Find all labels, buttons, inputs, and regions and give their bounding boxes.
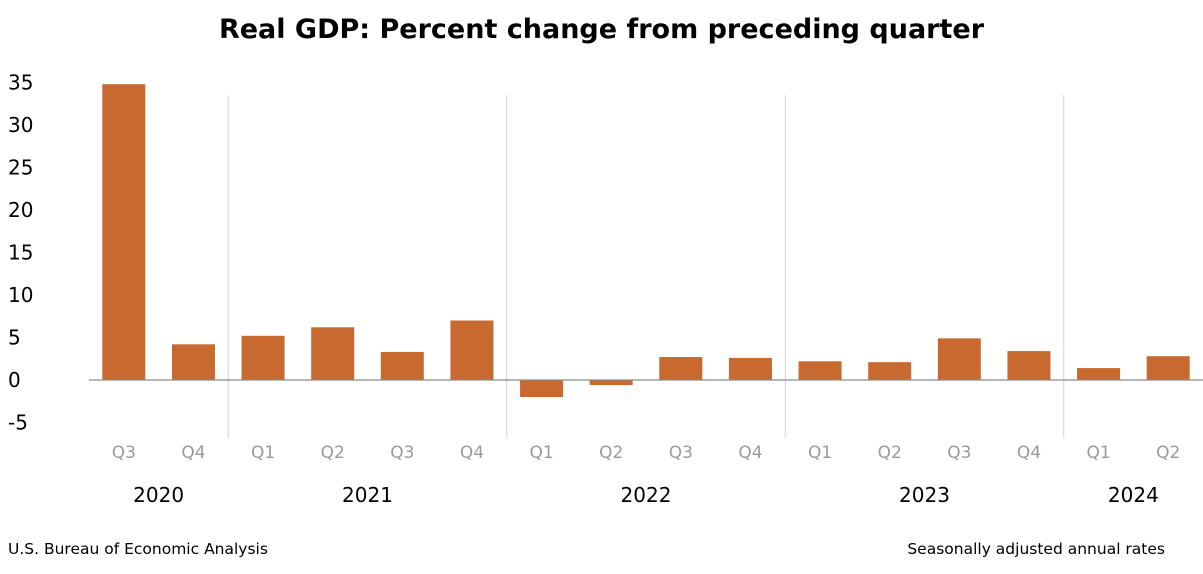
bar xyxy=(659,357,703,380)
x-tick-label: Q4 xyxy=(181,443,205,463)
x-tick-label: Q2 xyxy=(878,443,902,463)
x-tick-label: Q2 xyxy=(321,443,345,463)
year-label: 2024 xyxy=(1108,483,1159,507)
x-tick-label: Q1 xyxy=(1086,443,1110,463)
seasonal-adjustment-note: Seasonally adjusted annual rates xyxy=(907,540,1165,558)
year-label: 2023 xyxy=(899,483,950,507)
year-label: 2020 xyxy=(133,483,184,507)
year-label: 2021 xyxy=(342,483,393,507)
bar xyxy=(728,357,772,380)
y-tick-label: 0 xyxy=(8,368,21,392)
x-tick-label: Q2 xyxy=(1156,443,1180,463)
x-tick-label: Q4 xyxy=(460,443,484,463)
x-tick-label: Q1 xyxy=(251,443,275,463)
x-tick-label: Q2 xyxy=(599,443,623,463)
x-tick-label: Q3 xyxy=(669,443,693,463)
x-tick-label: Q1 xyxy=(808,443,832,463)
bar xyxy=(1077,368,1121,380)
x-tick-label: Q4 xyxy=(738,443,762,463)
chart-title: Real GDP: Percent change from preceding … xyxy=(218,14,985,45)
bar xyxy=(311,327,355,380)
bar xyxy=(589,380,633,386)
bar xyxy=(380,351,424,380)
y-tick-label: -5 xyxy=(8,411,28,435)
bar xyxy=(1007,351,1051,380)
y-tick-label: 15 xyxy=(8,241,33,265)
bar xyxy=(241,335,285,380)
y-tick-label: 35 xyxy=(8,71,33,95)
y-tick-label: 20 xyxy=(8,198,33,222)
y-tick-label: 5 xyxy=(8,326,21,350)
y-tick-label: 10 xyxy=(8,283,33,307)
bar xyxy=(520,380,564,397)
y-tick-label: 25 xyxy=(8,156,33,180)
y-tick-label: 30 xyxy=(8,113,33,137)
bar xyxy=(102,84,146,380)
bar xyxy=(868,362,912,380)
x-tick-label: Q3 xyxy=(390,443,414,463)
bar xyxy=(1146,356,1190,380)
x-tick-label: Q3 xyxy=(947,443,971,463)
x-tick-label: Q4 xyxy=(1017,443,1041,463)
x-tick-label: Q3 xyxy=(112,443,136,463)
year-label: 2022 xyxy=(621,483,672,507)
bar xyxy=(171,344,215,380)
x-tick-label: Q1 xyxy=(529,443,553,463)
bar xyxy=(937,338,981,380)
source-note: U.S. Bureau of Economic Analysis xyxy=(8,540,268,558)
bar xyxy=(798,361,842,380)
bar xyxy=(450,320,494,380)
